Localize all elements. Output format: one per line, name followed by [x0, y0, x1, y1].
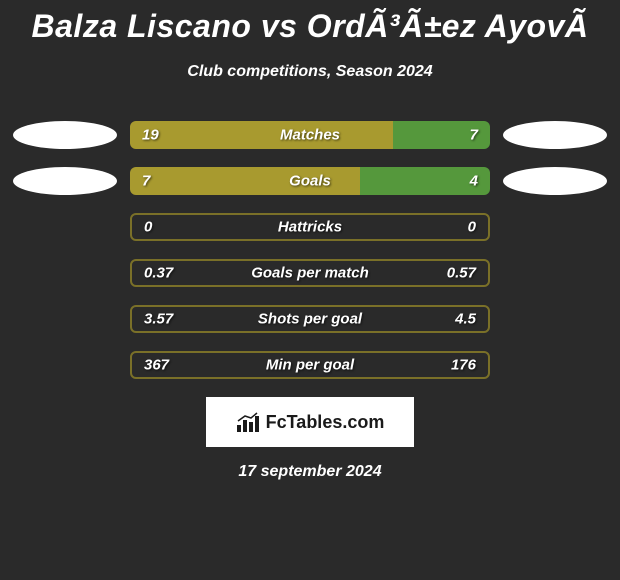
logo-text: FcTables.com: [266, 412, 385, 433]
stat-row: 367 176 Min per goal: [0, 351, 620, 379]
player-left-ellipse: [13, 121, 117, 149]
subtitle: Club competitions, Season 2024: [0, 63, 620, 81]
stat-bar: 367 176 Min per goal: [130, 351, 490, 379]
stat-label: Min per goal: [266, 357, 354, 374]
stat-label: Hattricks: [278, 219, 342, 236]
player-right-ellipse: [503, 167, 607, 195]
stat-label: Goals: [289, 173, 331, 190]
ellipse-holder-left: [0, 121, 130, 149]
date-label: 17 september 2024: [0, 463, 620, 481]
stat-row: 7 4 Goals: [0, 167, 620, 195]
logo-box: FcTables.com: [206, 397, 414, 447]
stat-row: 0 0 Hattricks: [0, 213, 620, 241]
stat-value-left: 367: [144, 357, 169, 374]
stat-value-left: 0: [144, 219, 152, 236]
stat-row: 3.57 4.5 Shots per goal: [0, 305, 620, 333]
stat-value-right: 0.57: [447, 265, 476, 282]
stat-bar: 3.57 4.5 Shots per goal: [130, 305, 490, 333]
stat-bar: 19 7 Matches: [130, 121, 490, 149]
stat-label: Matches: [280, 127, 340, 144]
stat-value-left: 19: [142, 127, 159, 144]
bar-segment-left: [130, 121, 393, 149]
stat-value-right: 4: [470, 173, 478, 190]
stat-bar: 0.37 0.57 Goals per match: [130, 259, 490, 287]
stat-value-right: 7: [470, 127, 478, 144]
stats-list: 19 7 Matches 7 4 Goals 0 0 Hattricks 0.37 0.57 Goal…: [0, 121, 620, 379]
page-title: Balza Liscano vs OrdÃ³Ã±ez AyovÃ: [0, 8, 620, 45]
stat-label: Goals per match: [251, 265, 369, 282]
player-left-ellipse: [13, 167, 117, 195]
ellipse-holder-right: [490, 167, 620, 195]
stat-bar: 7 4 Goals: [130, 167, 490, 195]
stat-row: 0.37 0.57 Goals per match: [0, 259, 620, 287]
stat-value-left: 7: [142, 173, 150, 190]
ellipse-holder-right: [490, 121, 620, 149]
stat-bar: 0 0 Hattricks: [130, 213, 490, 241]
stat-label: Shots per goal: [258, 311, 362, 328]
stat-value-right: 0: [468, 219, 476, 236]
player-right-ellipse: [503, 121, 607, 149]
stat-value-right: 4.5: [455, 311, 476, 328]
stat-value-right: 176: [451, 357, 476, 374]
fctables-logo-icon: [236, 411, 262, 433]
stat-row: 19 7 Matches: [0, 121, 620, 149]
ellipse-holder-left: [0, 167, 130, 195]
comparison-container: Balza Liscano vs OrdÃ³Ã±ez AyovÃ Club co…: [0, 0, 620, 481]
stat-value-left: 0.37: [144, 265, 173, 282]
stat-value-left: 3.57: [144, 311, 173, 328]
